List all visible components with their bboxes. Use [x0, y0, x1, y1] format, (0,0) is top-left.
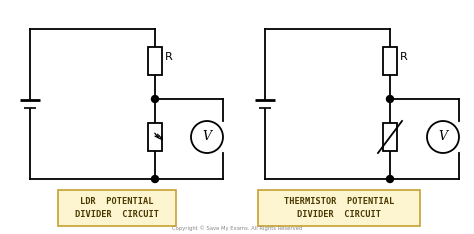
Text: V: V — [438, 131, 447, 143]
Text: R: R — [165, 52, 173, 62]
Text: THERMISTOR  POTENTIAL
DIVIDER  CIRCUIT: THERMISTOR POTENTIAL DIVIDER CIRCUIT — [284, 197, 394, 219]
Circle shape — [427, 121, 459, 153]
FancyBboxPatch shape — [58, 190, 176, 226]
Bar — [148, 123, 162, 151]
Circle shape — [191, 121, 223, 153]
Text: R: R — [400, 52, 408, 62]
Circle shape — [152, 176, 158, 183]
Bar — [383, 47, 397, 75]
Text: Copyright © Save My Exams. All Rights Reserved: Copyright © Save My Exams. All Rights Re… — [172, 225, 302, 231]
Bar — [383, 123, 397, 151]
Text: V: V — [202, 131, 211, 143]
FancyBboxPatch shape — [258, 190, 420, 226]
Text: LDR  POTENTIAL
DIVIDER  CIRCUIT: LDR POTENTIAL DIVIDER CIRCUIT — [75, 197, 159, 219]
Circle shape — [152, 95, 158, 102]
Bar — [148, 47, 162, 75]
Circle shape — [386, 95, 393, 102]
Circle shape — [386, 176, 393, 183]
